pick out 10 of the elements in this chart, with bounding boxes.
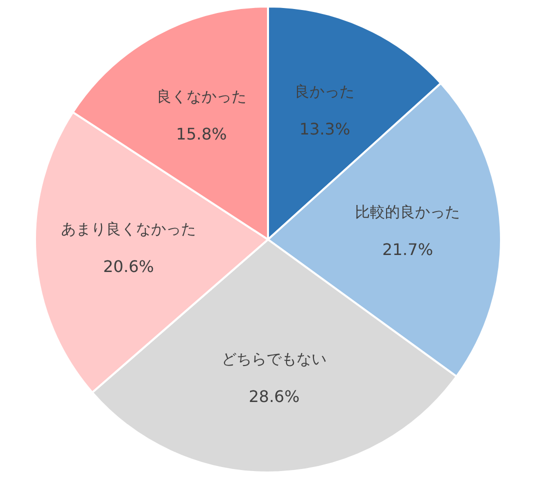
data-label: 13.3%	[299, 120, 350, 139]
data-label: 15.8%	[176, 124, 227, 144]
data-label: 21.7%	[382, 240, 434, 260]
slice-label: 良かった	[294, 82, 355, 101]
slice-label: 比較的良かった	[355, 203, 460, 222]
data-label: 20.6%	[103, 257, 154, 276]
data-label: 28.6%	[248, 387, 300, 406]
slice-label: どちらでもない	[222, 350, 327, 368]
slice-label: 良くなかった	[156, 88, 246, 106]
slice-label: あまり良くなかった	[61, 220, 196, 238]
